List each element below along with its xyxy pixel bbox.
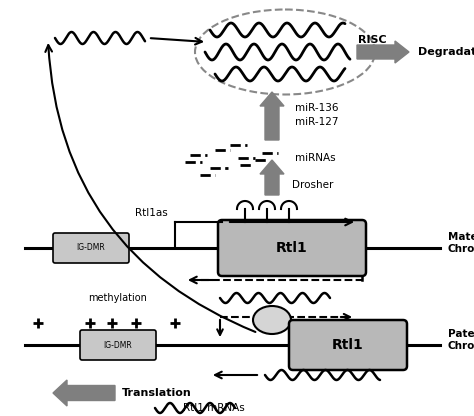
FancyBboxPatch shape [218, 220, 366, 276]
Text: Rtl1 mRNAs: Rtl1 mRNAs [183, 403, 245, 413]
Text: Translation: Translation [122, 388, 192, 398]
FancyArrow shape [53, 380, 115, 406]
Text: methylation: methylation [89, 293, 147, 303]
Text: RISC: RISC [358, 35, 387, 45]
Text: miR-127: miR-127 [295, 117, 338, 127]
Text: Rtl1: Rtl1 [332, 338, 364, 352]
Text: Degradation: Degradation [418, 47, 474, 57]
Text: miRNAs: miRNAs [295, 153, 336, 163]
FancyBboxPatch shape [289, 320, 407, 370]
Text: miR-136: miR-136 [295, 103, 338, 113]
Text: IG-DMR: IG-DMR [77, 243, 105, 253]
Ellipse shape [253, 306, 291, 334]
Text: Drosher: Drosher [292, 180, 333, 190]
Text: Rtl1: Rtl1 [276, 241, 308, 255]
FancyArrow shape [260, 160, 284, 195]
Text: Rtl1as: Rtl1as [135, 208, 168, 218]
Text: IG-DMR: IG-DMR [104, 341, 132, 349]
FancyArrow shape [260, 92, 284, 140]
Text: Paternal
Chromosome: Paternal Chromosome [448, 329, 474, 351]
Text: Maternal
Chromosome: Maternal Chromosome [448, 232, 474, 254]
FancyBboxPatch shape [53, 233, 129, 263]
FancyArrow shape [357, 41, 409, 63]
FancyBboxPatch shape [80, 330, 156, 360]
